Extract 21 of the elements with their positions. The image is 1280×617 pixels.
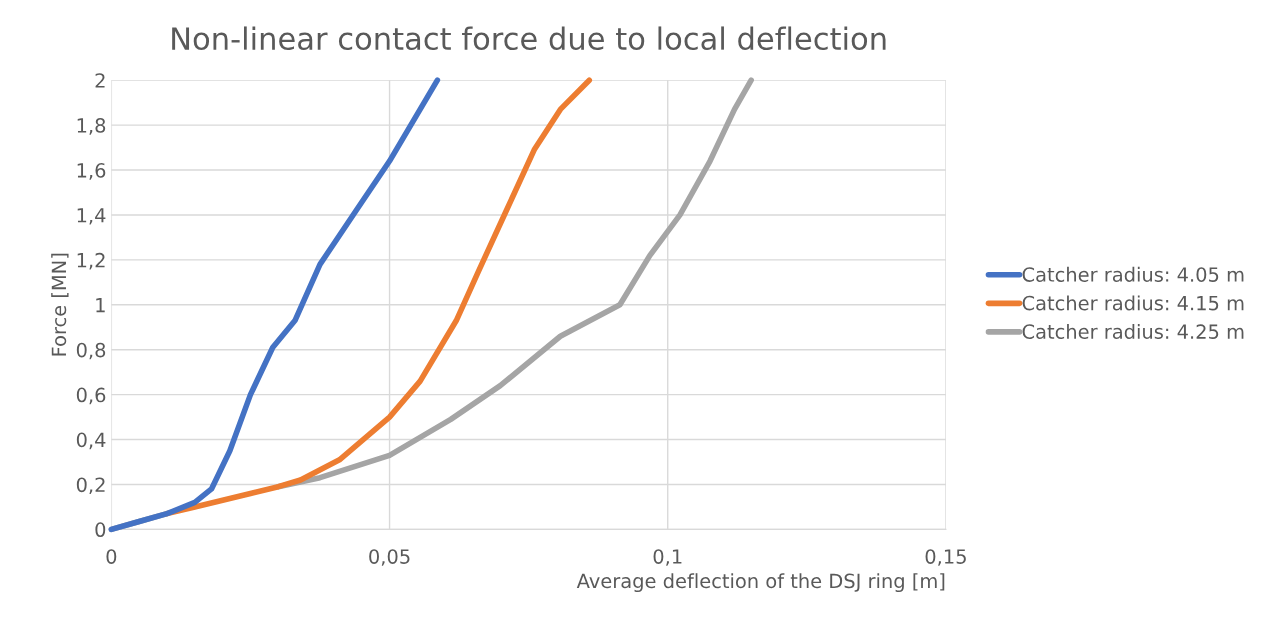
y-tick-label: 0 bbox=[95, 522, 106, 538]
y-tick-label: 1 bbox=[96, 298, 105, 313]
x-tick-label: 0,05 bbox=[369, 549, 410, 566]
chart-title: Non-linear contact force due to local deflection bbox=[172, 26, 886, 51]
y-axis-title: Force [MN] bbox=[51, 253, 69, 356]
x-tick-label: 0,15 bbox=[925, 549, 966, 566]
y-tick-label: 2 bbox=[95, 73, 105, 88]
x-tick-label: 0,1 bbox=[653, 549, 682, 566]
x-tick-label: 0 bbox=[106, 549, 117, 564]
y-tick-label: 1,2 bbox=[77, 252, 105, 270]
y-tick-label: 0,8 bbox=[76, 342, 106, 360]
y-tick-label: 0,4 bbox=[76, 432, 106, 450]
y-tick-label: 0,6 bbox=[76, 387, 106, 405]
y-tick-label: 1,6 bbox=[77, 163, 106, 180]
legend-label: Catcher radius: 4.25 m bbox=[1022, 323, 1244, 339]
y-tick-label: 0,2 bbox=[76, 477, 105, 495]
y-tick-label: 1,8 bbox=[77, 118, 106, 135]
y-tick-label: 1,4 bbox=[77, 208, 106, 225]
x-axis-title: Average deflection of the DSJ ring [m] bbox=[576, 573, 945, 593]
legend-label: Catcher radius: 4.15 m bbox=[1022, 295, 1244, 311]
legend-label: Catcher radius: 4.05 m bbox=[1022, 266, 1244, 282]
